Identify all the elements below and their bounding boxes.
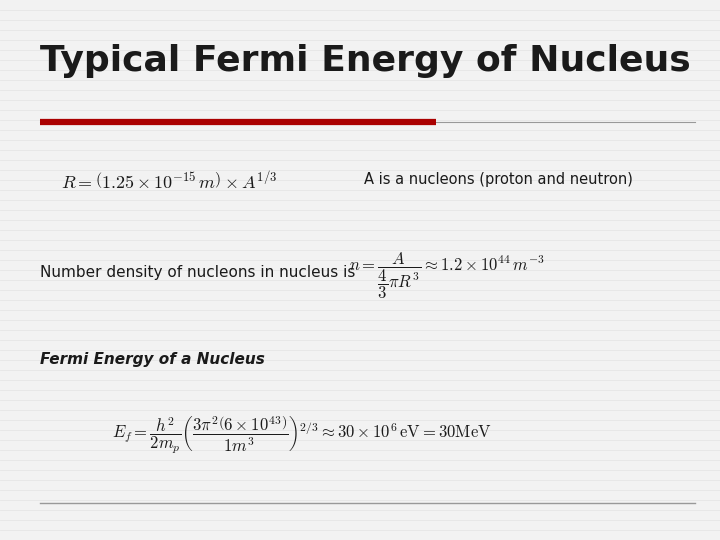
Text: $R = \left(1.25\times10^{-15}\,m\right)\times A^{1/3}$: $R = \left(1.25\times10^{-15}\,m\right)\…: [61, 170, 277, 192]
Text: $E_f = \dfrac{h^2}{2m_p}\left(\dfrac{3\pi^2\left(6\times10^{43}\right)}{1m^3}\ri: $E_f = \dfrac{h^2}{2m_p}\left(\dfrac{3\p…: [112, 414, 491, 456]
Text: $n = \dfrac{A}{\dfrac{4}{3}\pi R^3} \approx 1.2\times10^{44}\,m^{-3}$: $n = \dfrac{A}{\dfrac{4}{3}\pi R^3} \app…: [349, 250, 545, 301]
Text: Typical Fermi Energy of Nucleus: Typical Fermi Energy of Nucleus: [40, 44, 690, 78]
Text: Fermi Energy of a Nucleus: Fermi Energy of a Nucleus: [40, 352, 264, 367]
Text: A is a nucleons (proton and neutron): A is a nucleons (proton and neutron): [364, 172, 632, 187]
Text: Number density of nucleons in nucleus is: Number density of nucleons in nucleus is: [40, 265, 355, 280]
